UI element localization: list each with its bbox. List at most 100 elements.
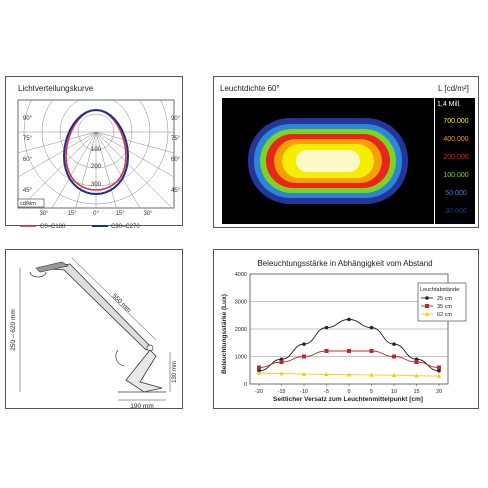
luminance-title: Leuchtdichte 60°: [220, 84, 280, 93]
luminance-peak: 1,4 Mill.: [437, 101, 462, 108]
data-point: [369, 372, 374, 377]
legend-c0-label: C0–C180: [40, 224, 66, 230]
legend-marker: [425, 304, 429, 308]
data-point: [324, 349, 329, 353]
data-point: [346, 372, 352, 377]
x-tick-label: 5: [370, 389, 373, 395]
lamp-foot: [125, 349, 163, 393]
data-point: [279, 371, 284, 376]
unit-label: cd/klm: [20, 201, 36, 207]
foot-height-label: 130 mm: [172, 361, 178, 383]
x-tick-label: -5: [324, 389, 329, 395]
bottom-angle-15-left: 15°: [67, 211, 77, 217]
angle-label-left-75: 75°: [23, 136, 33, 142]
data-point: [347, 349, 351, 353]
luminance-unit: L [cd/m²]: [438, 84, 469, 93]
data-point: [257, 365, 261, 370]
legend-label: 62 cm: [437, 312, 452, 318]
polar-grid: [17, 99, 175, 209]
radial-label-100: 100: [91, 147, 102, 153]
x-tick-label: 10: [391, 389, 397, 395]
data-point: [414, 360, 419, 364]
y-tick-label: 4000: [235, 272, 247, 278]
legend-label: 25 cm: [437, 296, 452, 302]
data-point: [436, 373, 442, 378]
data-point: [302, 354, 306, 359]
scale-row: 200.000: [443, 154, 469, 161]
legend-marker: [424, 311, 430, 316]
radial-label-200: 200: [91, 164, 102, 170]
lamp-head: [35, 261, 69, 273]
data-point: [391, 373, 397, 377]
chart-title: Beleuchtungsstärke in Abhängigkeit vom A…: [257, 259, 432, 268]
data-point: [414, 373, 419, 378]
height-range-label: 250 – 620 mm: [10, 309, 17, 351]
data-point: [369, 349, 374, 353]
x-tick-label: -20: [255, 389, 263, 395]
curve-c90-c270: [62, 108, 130, 196]
data-point: [324, 372, 329, 377]
dimension-panel: [5, 249, 183, 409]
scale-row: 30.000: [445, 208, 467, 215]
polar-ray: [95, 131, 174, 178]
scale-row: 100.000: [443, 172, 469, 179]
y-tick-label: 3000: [235, 300, 247, 306]
x-tick-label: -15: [278, 389, 286, 395]
data-point: [392, 354, 396, 359]
data-point: [437, 365, 441, 370]
polar-title: Lichtverteilungskurve: [18, 84, 94, 93]
data-point: [324, 325, 329, 330]
x-tick-label: -10: [300, 389, 308, 395]
scale-row: 50.000: [445, 190, 467, 197]
angle-label-left-45: 45°: [23, 188, 33, 194]
luminance-scale: 1,4 Mill. 700.000 400.000 200.000 100.000 50…: [435, 98, 475, 224]
data-point: [256, 370, 262, 375]
x-tick-label: 20: [436, 389, 442, 395]
y-axis-label: Beleuchtungsstärke (Lux): [221, 294, 228, 374]
legend-c90-label: C90–C270: [111, 224, 140, 230]
data-point: [301, 371, 307, 376]
bottom-angle-15-right: 15°: [115, 211, 125, 217]
rotate-arm-icon: [115, 349, 125, 367]
data-point: [279, 360, 284, 364]
rotate-head-icon: [29, 271, 47, 278]
polar-ray: [51, 131, 97, 208]
polar-ray: [18, 131, 97, 178]
angle-label-left-60: 60°: [23, 157, 33, 163]
y-tick-label: 2000: [235, 327, 247, 333]
angle-label-left-90: 90°: [23, 116, 33, 122]
scale-row: 400.000: [443, 136, 469, 143]
scale-row: 700.000: [443, 118, 469, 125]
legend-marker: [425, 296, 429, 300]
luminance-blob-core: [296, 150, 360, 172]
polar-ray: [95, 131, 173, 208]
base-width-label: 190 mm: [130, 403, 153, 410]
angle-label-right-90: 90°: [171, 116, 181, 122]
data-point: [437, 369, 441, 373]
arm-dimension-line: [71, 257, 157, 341]
angle-label-right-60: 60°: [171, 157, 181, 163]
x-axis-label: Seitlicher Versatz zum Leuchtenmittelpun…: [273, 396, 423, 403]
radial-label-300: 300: [91, 182, 102, 188]
data-point: [392, 342, 396, 346]
data-point: [347, 317, 351, 322]
polar-ray: [95, 131, 174, 154]
angle-label-right-75: 75°: [171, 136, 181, 142]
unit-box: [17, 198, 45, 208]
bottom-angle-30-left: 30°: [39, 211, 49, 217]
data-point: [302, 342, 306, 346]
luminance-image: [222, 98, 434, 224]
data-point: [369, 325, 374, 330]
polar-ray: [95, 131, 141, 208]
y-tick-label: 1000: [235, 355, 247, 361]
x-tick-label: 15: [413, 389, 419, 395]
legend-label: 35 cm: [437, 304, 452, 310]
x-tick-label: 0: [347, 389, 350, 395]
angle-label-right-45: 45°: [171, 188, 181, 194]
bottom-angle-30-right: 30°: [143, 211, 153, 217]
y-tick-label: 0: [244, 382, 247, 388]
legend-title: Leuchtabstände:: [420, 287, 461, 293]
